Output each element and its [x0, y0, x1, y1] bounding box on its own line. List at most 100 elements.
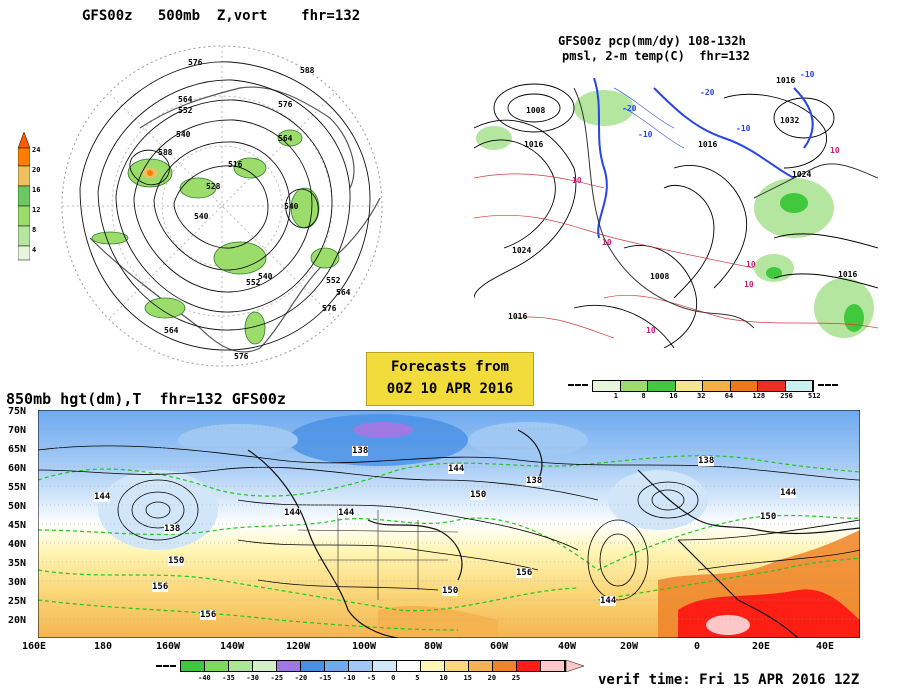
lat-label: 30N — [8, 577, 27, 588]
contour-label: 564 — [278, 134, 293, 143]
colorbar-swatch — [703, 381, 731, 391]
lat-label: 60N — [8, 463, 27, 474]
colorbar-label: 64 — [724, 392, 734, 400]
pressure-label: 1008 — [526, 106, 546, 115]
vort-colorbar-swatches — [18, 132, 30, 261]
colorbar-swatch — [421, 661, 445, 671]
nh500-map — [61, 45, 383, 367]
contour-label: 564 — [336, 288, 351, 297]
colorbar-swatch — [758, 381, 786, 391]
colorbar-label: -35 — [222, 674, 235, 682]
vort-colorbar: 24 20 16 12 8 4 — [18, 132, 48, 262]
lat-label: 40N — [8, 539, 27, 550]
vort-colorbar-label: 24 — [32, 146, 41, 154]
contour-label: 516 — [228, 160, 243, 169]
colorbar-label: -15 — [318, 674, 332, 682]
lon-label: 180 — [94, 641, 113, 652]
colorbar-label: 8 — [641, 392, 646, 400]
precip-colorbar: 1 8 16 32 64 128 256 512 — [568, 380, 848, 404]
temp-colorbar-labels: -40 -35 -30 -25 -20 -15 -10 -5 0 5 10 15 20 25 — [180, 674, 580, 686]
height-label: 156 — [200, 610, 217, 620]
temp-label: 10 — [646, 326, 656, 335]
colorbar-swatch — [373, 661, 397, 671]
lon-label: 60W — [490, 641, 509, 652]
lat-label: 20N — [8, 615, 27, 626]
pressure-label: 1008 — [650, 272, 670, 281]
lat-label: 75N — [8, 406, 27, 417]
lon-label: 100W — [352, 641, 377, 652]
lon-label: 20W — [620, 641, 639, 652]
colorbar-label: 20 — [487, 674, 497, 682]
height-label: 144 — [94, 492, 111, 502]
colorbar-label: 16 — [669, 392, 678, 400]
colorbar-label: 512 — [808, 392, 821, 400]
contour-label: 588 — [300, 66, 315, 75]
lon-label: 0 — [694, 641, 701, 652]
temp-label: 10 — [572, 176, 582, 185]
contour-label: 540 — [284, 202, 299, 211]
colorbar-label: 256 — [780, 392, 793, 400]
height-label: 156 — [152, 582, 169, 592]
temp-label: 10 — [602, 238, 612, 247]
lon-label: 140W — [220, 641, 245, 652]
height-label: 138 — [164, 524, 181, 534]
height-label: 138 — [698, 456, 715, 466]
colorbar-swatch — [785, 381, 813, 391]
colorbar-swatch — [349, 661, 373, 671]
precip-colorbar-swatches — [592, 380, 814, 392]
temp-label: -20 — [700, 88, 715, 97]
colorbar-swatch — [730, 381, 758, 391]
contour-label: 588 — [158, 148, 173, 157]
temp-label: -10 — [800, 70, 815, 79]
lon-label: 40W — [558, 641, 577, 652]
lon-label: 120W — [286, 641, 311, 652]
na-precip-title-2: pmsl, 2-m temp(C) fhr=132 — [562, 49, 750, 63]
height-label: 138 — [526, 476, 543, 486]
pressure-label: 1016 — [524, 140, 544, 149]
height-label: 144 — [338, 508, 355, 518]
pressure-label: 1016 — [698, 140, 718, 149]
temp-label: -20 — [622, 104, 637, 113]
vort-colorbar-label: 12 — [32, 206, 41, 214]
temp-label: -10 — [638, 130, 653, 139]
colorbar-swatch — [445, 661, 469, 671]
na-precip-title-1: GFS00z pcp(mm/dy) 108-132h — [558, 34, 746, 48]
forecast-banner-line2: 00Z 10 APR 2016 — [386, 381, 514, 397]
lat-label: 55N — [8, 482, 27, 493]
colorbar-swatch — [397, 661, 421, 671]
temp-colorbar-dashes-left — [156, 665, 176, 667]
colorbar-label: -40 — [198, 674, 211, 682]
contour-label: 576 — [278, 100, 293, 109]
temp-label: 10 — [744, 280, 754, 289]
pressure-label: 1016 — [838, 270, 858, 279]
colorbar-swatch — [277, 661, 301, 671]
height-label: 144 — [284, 508, 301, 518]
colorbar-label: -5 — [367, 674, 376, 682]
pressure-label: 1024 — [512, 246, 532, 255]
colorbar-swatch — [648, 381, 676, 391]
lat-label: 70N — [8, 425, 27, 436]
colorbar-label: 128 — [752, 392, 766, 400]
contour-label: 552 — [178, 106, 193, 115]
contour-label: 540 — [176, 130, 191, 139]
pressure-label: 1016 — [508, 312, 528, 321]
colorbar-swatch — [517, 661, 541, 671]
precip-colorbar-dashes — [568, 384, 588, 386]
contour-label: 540 — [258, 272, 273, 281]
colorbar-label: -25 — [270, 674, 284, 682]
lat-label: 45N — [8, 520, 27, 531]
colorbar-swatch — [493, 661, 517, 671]
nh500-title: GFS00z 500mb Z,vort fhr=132 — [82, 8, 361, 24]
contour-label: 576 — [234, 352, 249, 361]
colorbar-swatch — [229, 661, 253, 671]
vort-colorbar-label: 4 — [32, 246, 37, 254]
colorbar-label: 0 — [391, 674, 396, 682]
forecast-banner-line1: Forecasts from — [390, 359, 509, 375]
lat-label: 25N — [8, 596, 27, 607]
colorbar-label: 32 — [697, 392, 706, 400]
lat-label: 35N — [8, 558, 27, 569]
colorbar-label: 10 — [439, 674, 448, 682]
colorbar-swatch — [205, 661, 229, 671]
lon-label: 160E — [22, 641, 47, 652]
contour-label: 540 — [194, 212, 209, 221]
